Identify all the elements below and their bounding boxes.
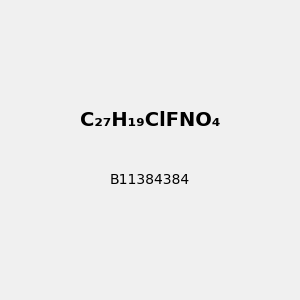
Text: B11384384: B11384384: [110, 173, 190, 187]
Text: C₂₇H₁₉ClFNO₄: C₂₇H₁₉ClFNO₄: [80, 110, 220, 130]
